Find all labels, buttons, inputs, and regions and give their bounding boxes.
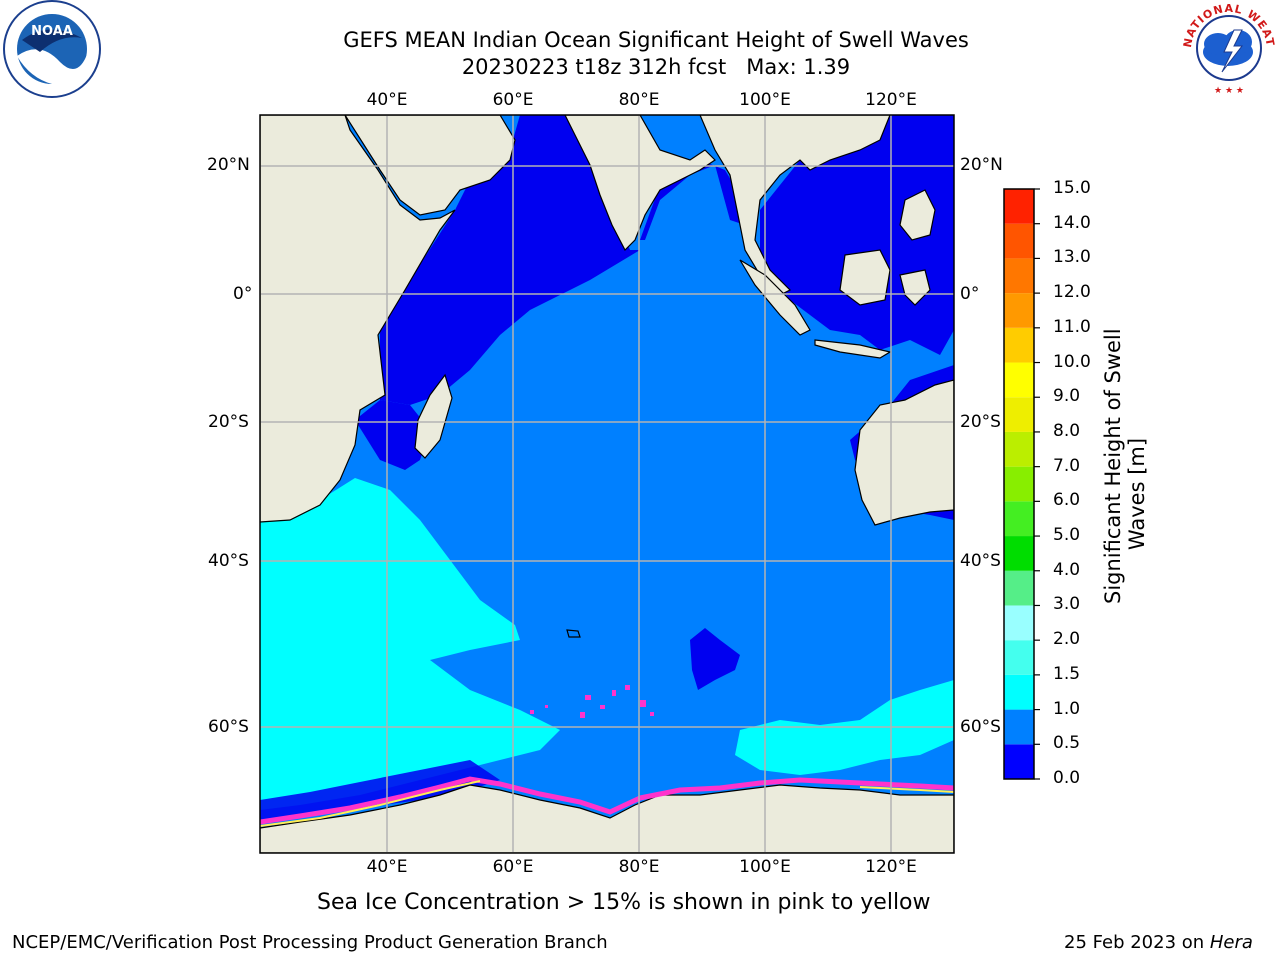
sea-ice-floes (530, 685, 654, 718)
southeast-asia-land (699, 115, 891, 296)
sulawesi-land (899, 269, 931, 306)
footer-date: 25 Feb 2023 on Hera (1064, 932, 1253, 953)
colorbar-tick-label: 3.0 (1053, 594, 1081, 615)
east-islands-land (899, 189, 936, 241)
lon-label-bottom-120e: 120°E (865, 857, 917, 877)
colorbar-tick-label: 1.5 (1053, 663, 1081, 684)
colorbar-segment (1004, 605, 1034, 641)
australia-land (854, 379, 954, 526)
lat-label-right-0: 0° (960, 284, 980, 304)
colorbar-segment (1004, 431, 1034, 467)
colorbar-segment (1004, 466, 1034, 502)
graticule (260, 115, 954, 853)
svg-text:★ ★ ★: ★ ★ ★ (1214, 86, 1244, 96)
colorbar-tick-label: 14.0 (1053, 212, 1091, 233)
colorbar-tick-label: 9.0 (1053, 386, 1081, 407)
sea-ice-note: Sea Ice Concentration > 15% is shown in … (317, 890, 931, 915)
lat-label-right-40s: 40°S (960, 551, 1001, 571)
colorbar-tick-label: 13.0 (1053, 247, 1091, 268)
borneo-land (839, 249, 891, 306)
lat-label-right-20n: 20°N (960, 155, 1003, 175)
kerguelen-low (690, 628, 740, 690)
noaa-logo: NOAA (0, 0, 106, 100)
colorbar-segment (1004, 189, 1034, 224)
colorbar-tick-label: 10.0 (1053, 351, 1091, 372)
colorbar-tick-label: 0.0 (1053, 768, 1081, 788)
southwest-deep-blue-edge (260, 760, 500, 820)
lat-label-right-60s: 60°S (960, 717, 1001, 737)
kerguelen-island (566, 629, 581, 638)
colorbar-segment (1004, 223, 1034, 259)
nws-logo: NATIONAL WEATHER SERVICE ★ ★ ★ (1173, 0, 1280, 100)
lat-label-left-20n: 20°N (207, 155, 250, 175)
colorbar-segment (1004, 327, 1034, 363)
java-land (814, 339, 892, 359)
lat-label-left-40s: 40°S (208, 551, 249, 571)
madagascar-land (414, 373, 453, 459)
sumatra-land (739, 259, 811, 336)
colorbar-tick-label: 15.0 (1053, 178, 1091, 198)
colorbar-segment (1004, 744, 1034, 779)
colorbar-tick-label: 4.0 (1053, 559, 1081, 580)
lat-label-right-20s: 20°S (960, 412, 1001, 432)
colorbar-segment (1004, 709, 1034, 745)
colorbar-tick-label: 8.0 (1053, 420, 1081, 441)
lon-label-bottom-60e: 60°E (492, 857, 534, 877)
map-title: GEFS MEAN Indian Ocean Significant Heigh… (343, 28, 969, 52)
colorbar-segment (1004, 362, 1034, 398)
lat-label-left-20s: 20°S (208, 412, 249, 432)
lat-label-left-0: 0° (233, 284, 253, 304)
colorbar-frame (1003, 188, 1035, 780)
footer-date-text: 25 Feb 2023 on (1064, 932, 1210, 953)
colorbar-tick-label: 2.0 (1053, 629, 1081, 650)
colorbar-label: Significant Height of Swell Waves [m] (1101, 328, 1149, 604)
footer-credit: NCEP/EMC/Verification Post Processing Pr… (12, 932, 608, 953)
madagascar-channel-low (355, 400, 430, 470)
sea-ice-fringe-west (260, 776, 642, 825)
footer-host: Hera (1209, 932, 1253, 953)
map-frame (259, 114, 955, 854)
sea-ice-fringe-east (639, 777, 954, 801)
lon-label-top-40e: 40°E (366, 90, 408, 110)
colorbar-tick-label: 0.5 (1053, 733, 1081, 754)
lon-label-bottom-100e: 100°E (739, 857, 791, 877)
india-land (564, 115, 716, 252)
colorbar-segment (1004, 640, 1034, 675)
colorbar-tick-label: 7.0 (1053, 455, 1081, 476)
lon-label-top-120e: 120°E (865, 90, 917, 110)
colorbar-segment (1004, 536, 1034, 571)
colorbar-segment (1004, 258, 1034, 294)
lon-label-bottom-80e: 80°E (618, 857, 660, 877)
colorbar-segment (1004, 570, 1034, 606)
antarctica-land (260, 784, 954, 853)
colorbar-segment (1004, 674, 1034, 710)
colorbar-segment (1004, 293, 1034, 328)
lat-label-left-60s: 60°S (208, 717, 249, 737)
map-subtitle: 20230223 t18z 312h fcst Max: 1.39 (461, 55, 851, 79)
lon-label-top-100e: 100°E (739, 90, 791, 110)
colorbar-segment (1004, 397, 1034, 432)
colorbar-tick-label: 5.0 (1053, 525, 1081, 546)
colorbar-tick-label: 12.0 (1053, 282, 1091, 303)
colorbar-tick-label: 1.0 (1053, 698, 1081, 719)
colorbar-tick-label: 6.0 (1053, 490, 1081, 511)
colorbar-tick-label: 11.0 (1053, 316, 1091, 337)
lon-label-top-60e: 60°E (492, 90, 534, 110)
lon-label-top-80e: 80°E (618, 90, 660, 110)
noaa-logo-text: NOAA (31, 24, 73, 39)
sea-ice-yellow-edge (260, 780, 954, 827)
colorbar-segment (1004, 501, 1034, 537)
arabian-sea-low-swell (380, 115, 640, 405)
lon-label-bottom-40e: 40°E (366, 857, 408, 877)
colorbar (1003, 188, 1040, 780)
